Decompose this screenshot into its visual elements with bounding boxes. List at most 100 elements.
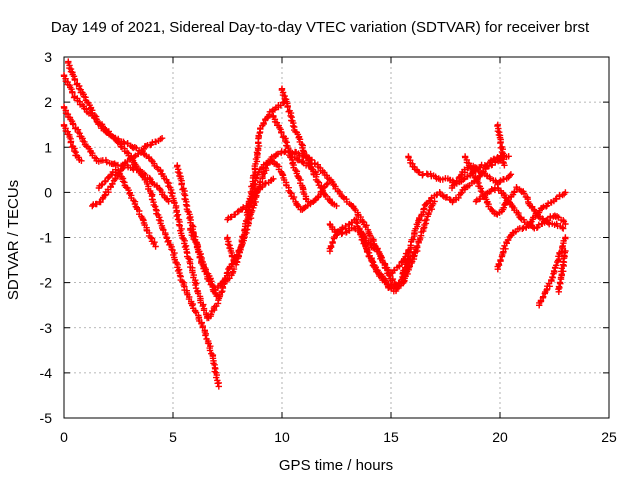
data-point — [494, 128, 502, 135]
data-point — [246, 202, 253, 209]
data-point — [562, 189, 569, 196]
data-point — [207, 311, 215, 318]
data-point — [237, 246, 244, 253]
y-tick-label: -1 — [40, 230, 53, 246]
data-point — [202, 332, 209, 339]
data-point — [562, 220, 569, 228]
data-point — [214, 380, 221, 387]
data-point — [460, 176, 467, 183]
series-arc-6 — [95, 166, 159, 250]
y-tick-label: 2 — [44, 94, 52, 110]
series-arc-12 — [270, 112, 312, 205]
data-point — [119, 178, 127, 185]
data-point — [285, 147, 292, 155]
data-point — [289, 122, 297, 130]
plot-frame — [63, 56, 610, 419]
data-point — [461, 166, 468, 173]
data-points — [60, 58, 569, 390]
data-point — [152, 243, 159, 250]
data-point — [420, 225, 427, 232]
data-point — [200, 263, 207, 271]
series-arc-25 — [555, 247, 569, 295]
series-arc-3 — [65, 58, 238, 322]
data-point — [385, 271, 393, 279]
data-point — [270, 175, 277, 182]
y-tick-label: 3 — [44, 49, 52, 65]
x-tick-label: 15 — [383, 429, 399, 445]
data-point — [502, 245, 509, 252]
data-point — [353, 218, 360, 226]
data-point — [98, 181, 105, 189]
data-point — [299, 158, 306, 166]
data-point — [556, 279, 564, 286]
data-point — [497, 256, 504, 264]
y-tick-label: 1 — [44, 139, 52, 155]
series-arc-21 — [472, 184, 569, 232]
data-point — [213, 293, 220, 300]
data-point — [278, 129, 285, 136]
data-point — [192, 308, 199, 315]
data-point — [158, 135, 166, 142]
data-point — [210, 283, 217, 290]
data-point — [224, 269, 231, 276]
y-axis-label: SDTVAR / TECUs — [5, 180, 22, 300]
data-point — [178, 181, 185, 188]
y-tick-label: -4 — [40, 365, 53, 381]
data-point — [560, 225, 567, 232]
data-point — [103, 158, 110, 166]
x-tick-label: 20 — [492, 429, 508, 445]
data-point — [255, 169, 262, 176]
data-point — [560, 268, 567, 275]
data-point — [311, 160, 318, 167]
data-point — [101, 178, 109, 185]
data-point — [364, 248, 371, 256]
data-point — [168, 246, 175, 253]
data-point — [366, 232, 374, 239]
data-point — [308, 156, 316, 164]
data-point — [250, 190, 258, 198]
data-point — [539, 204, 546, 212]
series-arc-4 — [60, 121, 85, 164]
data-point — [233, 258, 240, 265]
data-point — [274, 150, 281, 158]
data-point — [71, 147, 78, 155]
data-point — [499, 158, 507, 166]
series-arc-14 — [291, 148, 412, 277]
data-point — [118, 165, 126, 173]
data-point — [69, 89, 76, 96]
data-point — [411, 252, 418, 259]
data-point — [339, 193, 347, 200]
series-arc-11 — [243, 157, 331, 219]
data-point — [506, 172, 513, 179]
data-point — [501, 162, 508, 169]
data-point — [342, 222, 349, 230]
data-point — [562, 234, 569, 241]
data-point — [474, 178, 481, 185]
data-point — [104, 174, 112, 182]
series-arc-8 — [187, 225, 220, 300]
data-point — [173, 212, 180, 220]
data-point — [234, 208, 241, 215]
x-tick-label: 0 — [60, 429, 68, 445]
data-point — [519, 225, 526, 232]
data-point — [218, 289, 225, 296]
data-point — [133, 162, 140, 170]
data-point — [101, 192, 108, 199]
data-point — [507, 171, 515, 178]
data-point — [78, 157, 85, 164]
data-point — [228, 253, 236, 260]
data-point — [481, 162, 489, 169]
data-point — [152, 203, 159, 210]
series-arc-22 — [494, 121, 508, 169]
chart-title: Day 149 of 2021, Sidereal Day-to-day VTE… — [51, 19, 590, 36]
data-point — [70, 121, 77, 128]
data-point — [477, 187, 485, 195]
series-arc-13 — [278, 85, 340, 210]
data-point — [192, 281, 199, 289]
series-arc-23 — [494, 189, 569, 273]
data-point — [501, 194, 508, 201]
data-point — [182, 201, 190, 208]
data-point — [130, 153, 138, 161]
